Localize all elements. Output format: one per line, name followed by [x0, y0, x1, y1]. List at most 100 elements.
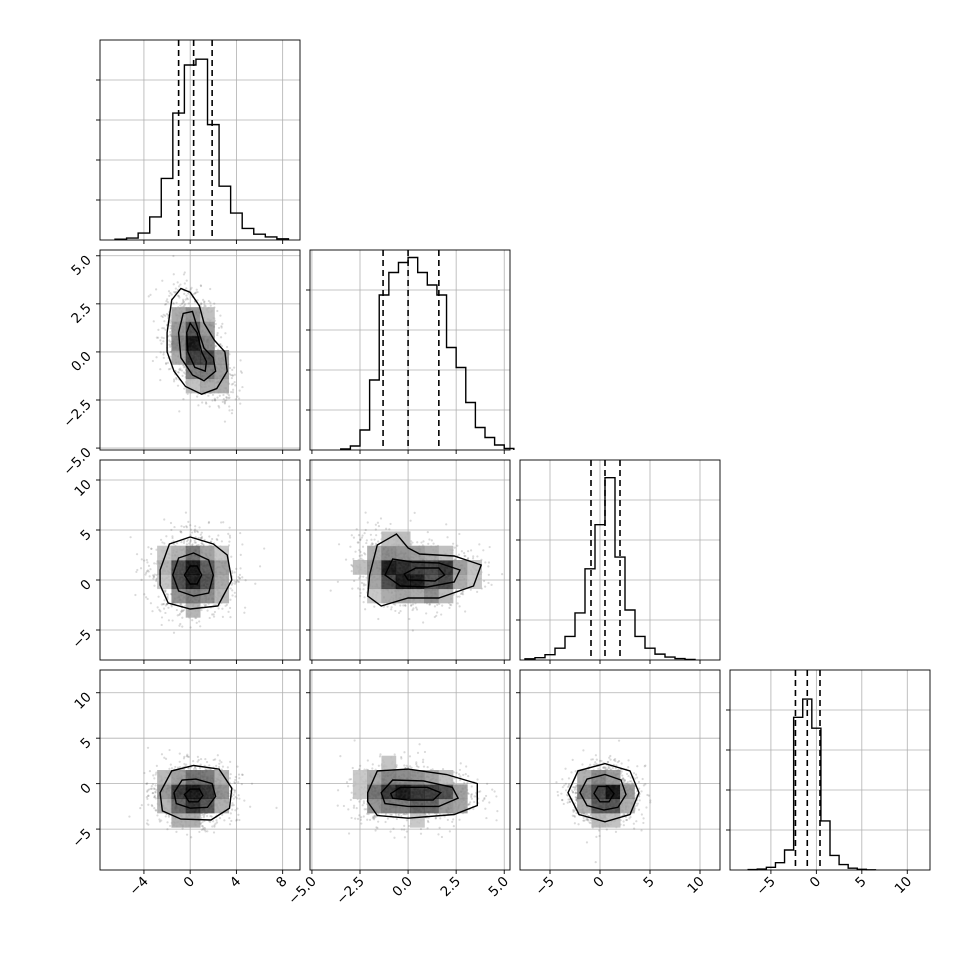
contour-level-2 — [384, 558, 461, 588]
scatter-point — [238, 389, 241, 392]
scatter-point — [515, 562, 517, 564]
scatter-point — [140, 558, 143, 561]
contour-level-2 — [172, 552, 215, 597]
scatter-point — [162, 313, 165, 316]
scatter-point — [147, 788, 151, 791]
scatter-point — [182, 273, 186, 276]
scatter-point — [233, 373, 236, 376]
scatter-point — [227, 397, 230, 400]
density-cell — [200, 545, 215, 561]
scatter-point — [463, 554, 466, 557]
scatter-point — [254, 582, 257, 585]
scatter-point — [351, 564, 354, 567]
scatter-point — [435, 614, 438, 617]
y-tick-label: 0 — [77, 577, 94, 594]
scatter-point — [231, 374, 234, 377]
density-cell — [395, 531, 411, 547]
scatter-point — [229, 373, 233, 377]
scatter-point — [409, 604, 413, 607]
scatter-point — [388, 528, 391, 531]
scatter-point — [337, 543, 341, 546]
scatter-point — [220, 326, 223, 329]
scatter-point — [143, 559, 146, 562]
scatter-point — [167, 619, 171, 622]
scatter-point — [222, 398, 225, 401]
scatter-point — [206, 609, 209, 612]
scatter-point — [456, 544, 459, 547]
scatter-point — [183, 303, 187, 306]
scatter-point — [398, 611, 401, 615]
scatter-point — [183, 282, 186, 285]
scatter-point — [196, 299, 199, 302]
scatter-point — [171, 619, 174, 622]
scatter-point — [207, 767, 210, 771]
scatter-point — [146, 569, 149, 572]
scatter-point — [231, 570, 234, 573]
scatter-point — [458, 532, 461, 536]
scatter-point — [178, 760, 181, 763]
scatter-point — [231, 589, 234, 592]
scatter-point — [198, 526, 201, 529]
scatter-point — [153, 562, 156, 565]
scatter-point — [358, 549, 361, 552]
scatter-point — [239, 553, 242, 556]
scatter-point — [157, 595, 160, 598]
scatter-point — [464, 555, 467, 558]
panel-content — [129, 511, 266, 634]
scatter-point — [160, 342, 163, 345]
scatter-point — [472, 555, 475, 558]
density-cell — [200, 588, 215, 604]
scatter-point — [224, 332, 227, 335]
scatter-point — [172, 254, 175, 258]
panel-frame — [99, 39, 301, 241]
scatter-point — [200, 531, 203, 534]
scatter-point — [147, 570, 150, 573]
scatter-point — [182, 398, 185, 401]
scatter-point — [239, 359, 242, 362]
scatter-point — [224, 604, 227, 607]
scatter-point — [205, 814, 209, 818]
scatter-point — [212, 613, 215, 616]
scatter-point — [162, 607, 166, 610]
scatter-point — [390, 606, 393, 609]
scatter-point — [174, 290, 178, 294]
scatter-point — [203, 303, 206, 306]
scatter-point — [237, 794, 240, 797]
scatter-point — [164, 328, 167, 331]
scatter-point — [374, 528, 377, 531]
scatter-point — [225, 345, 229, 349]
scatter-point — [145, 570, 149, 573]
scatter-point — [169, 355, 172, 358]
scatter-point — [189, 534, 192, 537]
scatter-point — [165, 603, 168, 606]
scatter-point — [213, 302, 216, 305]
density-cell — [185, 602, 201, 618]
scatter-point — [181, 616, 184, 619]
scatter-point — [227, 610, 230, 613]
scatter-point — [350, 563, 353, 567]
scatter-point — [364, 528, 367, 532]
scatter-point — [197, 758, 200, 762]
scatter-point — [186, 755, 189, 758]
scatter-point — [411, 608, 414, 612]
scatter-point — [369, 533, 372, 536]
scatter-point — [203, 301, 206, 304]
scatter-point — [476, 590, 479, 593]
scatter-point — [216, 396, 219, 399]
density-cell — [157, 545, 172, 561]
scatter-point — [390, 608, 393, 611]
scatter-point — [208, 616, 211, 620]
scatter-point — [139, 567, 143, 570]
scatter-point — [357, 541, 360, 544]
scatter-point — [216, 538, 219, 542]
scatter-point — [201, 825, 204, 828]
scatter-point — [238, 573, 242, 576]
scatter-point — [228, 396, 231, 399]
scatter-point — [409, 519, 412, 522]
scatter-point — [199, 537, 202, 540]
scatter-point — [169, 333, 172, 336]
scatter-point — [189, 539, 192, 542]
scatter-point — [377, 525, 381, 528]
scatter-point — [471, 557, 475, 560]
density-cell — [200, 364, 215, 380]
